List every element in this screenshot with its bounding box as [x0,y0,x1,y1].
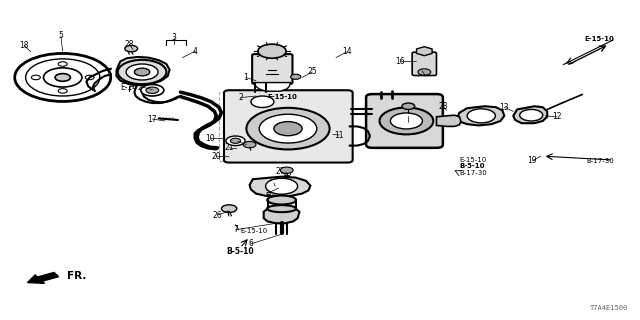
Text: 26: 26 [212,211,223,220]
Text: 10: 10 [205,134,215,143]
Circle shape [520,109,543,121]
Text: 28: 28 [438,102,447,111]
Circle shape [31,75,40,80]
Text: B-17-30: B-17-30 [460,170,487,176]
Circle shape [125,45,138,52]
Circle shape [390,113,422,129]
Ellipse shape [268,196,296,204]
Circle shape [266,178,298,194]
Circle shape [126,64,158,80]
Text: 9: 9 [406,118,411,127]
Polygon shape [250,177,310,197]
FancyBboxPatch shape [412,52,436,76]
FancyBboxPatch shape [366,94,443,148]
Text: 5: 5 [58,31,63,40]
Bar [219,92,350,161]
Text: 6: 6 [248,239,253,248]
Text: B-17-30: B-17-30 [587,158,614,164]
Circle shape [243,141,256,148]
Circle shape [467,109,495,123]
Polygon shape [116,57,170,85]
Circle shape [259,114,317,143]
Text: 28: 28 [125,40,134,49]
Circle shape [44,68,82,87]
Text: E-15-10: E-15-10 [268,94,298,100]
Polygon shape [264,209,300,223]
Text: 15: 15 [282,169,292,178]
Circle shape [280,167,293,173]
Text: E-14: E-14 [120,83,138,92]
Text: 27: 27 [275,167,285,176]
Text: 23: 23 [269,179,279,188]
Text: 19: 19 [527,156,538,165]
Text: 11: 11 [335,131,344,140]
FancyBboxPatch shape [252,54,292,84]
Text: 8: 8 [266,188,271,197]
Text: FR.: FR. [67,271,86,281]
Text: 1: 1 [243,73,248,82]
Ellipse shape [268,205,296,212]
Text: 24: 24 [233,137,243,146]
Circle shape [85,75,94,80]
FancyArrow shape [28,272,59,283]
Circle shape [226,136,245,146]
Text: E-4: E-4 [266,187,277,192]
Circle shape [58,89,67,93]
Text: E-15-10: E-15-10 [584,36,614,42]
Text: 25: 25 [307,68,317,76]
Circle shape [291,74,301,79]
Polygon shape [417,47,432,56]
Circle shape [26,59,100,96]
Text: 4: 4 [193,47,198,56]
Text: 12: 12 [552,112,561,121]
Text: 16: 16 [395,57,405,66]
Circle shape [141,84,164,96]
Circle shape [15,53,111,101]
Circle shape [221,205,237,212]
Text: 21: 21 [225,143,234,152]
Polygon shape [513,106,547,123]
Text: 18: 18 [20,41,29,50]
Polygon shape [436,115,461,126]
Circle shape [118,60,166,84]
Circle shape [402,103,415,109]
Text: 7: 7 [233,225,238,234]
Polygon shape [253,83,291,91]
Text: E-15-10: E-15-10 [240,228,268,234]
Text: T7A4E1500: T7A4E1500 [590,305,628,311]
Text: E-4-1: E-4-1 [266,192,284,197]
Circle shape [230,138,241,143]
Text: 3: 3 [172,33,177,42]
Circle shape [246,108,330,149]
Circle shape [55,74,70,81]
Circle shape [146,87,159,93]
Text: 20: 20 [211,152,221,161]
Text: 2: 2 [238,93,243,102]
Text: 23: 23 [137,83,147,92]
Text: 14: 14 [342,47,352,56]
FancyBboxPatch shape [224,90,353,163]
Text: 22: 22 [418,67,427,76]
Text: 17: 17 [147,115,157,124]
Polygon shape [458,106,504,125]
Text: B-5-10: B-5-10 [460,164,485,169]
Circle shape [274,122,302,136]
Text: B-5-10: B-5-10 [226,247,254,256]
Circle shape [134,68,150,76]
Text: E-15-10: E-15-10 [460,157,487,163]
Circle shape [251,96,274,108]
Circle shape [380,108,433,134]
Circle shape [418,69,431,75]
Text: 13: 13 [499,103,509,112]
Circle shape [58,62,67,66]
Circle shape [258,44,286,58]
